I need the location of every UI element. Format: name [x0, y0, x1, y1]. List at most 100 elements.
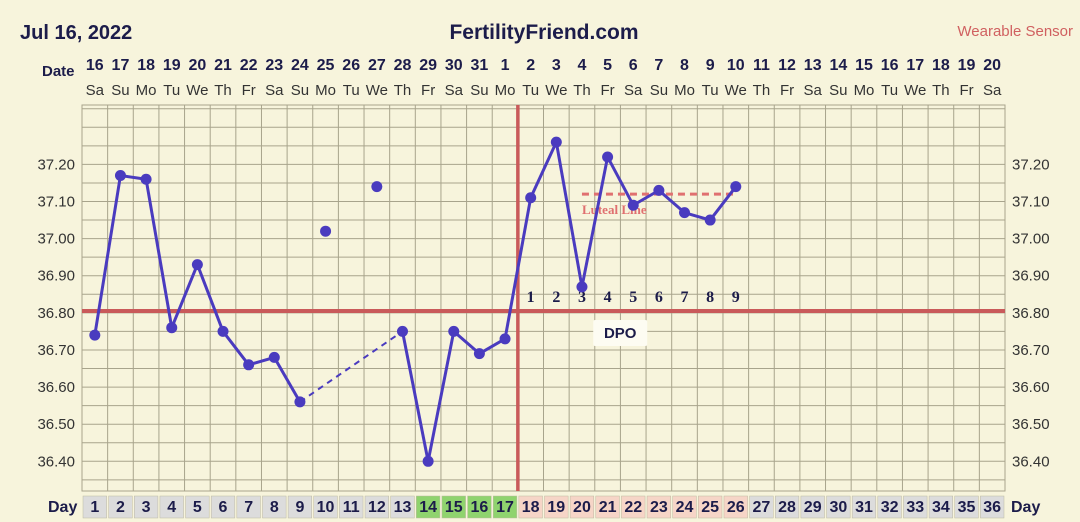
day-cell	[210, 495, 236, 519]
day-number: 34	[932, 499, 950, 516]
y-tick-right: 36.70	[1012, 342, 1050, 359]
dpo-number: 3	[578, 289, 586, 306]
temp-line-segment	[606, 156, 635, 206]
day-cell	[134, 495, 159, 519]
day-number: 11	[343, 499, 360, 516]
day-number: 3	[142, 499, 151, 516]
day-cell	[390, 495, 415, 519]
day-cell	[185, 495, 210, 519]
day-row-label-right: Day	[1011, 499, 1040, 516]
weekday-label: Tu	[881, 82, 898, 99]
temp-line-segment	[708, 185, 737, 221]
day-number: 35	[958, 499, 976, 516]
temp-line-segment	[452, 330, 481, 355]
temp-line-segment	[272, 356, 302, 403]
temp-point	[217, 325, 229, 337]
date-label: 8	[680, 57, 689, 74]
temp-point	[627, 199, 639, 211]
weekday-label: Tu	[522, 82, 539, 99]
date-label: 4	[578, 57, 587, 74]
day-number: 23	[650, 499, 668, 516]
y-tick-left: 37.00	[37, 231, 75, 248]
temp-point	[550, 136, 562, 148]
day-number: 32	[881, 499, 899, 516]
date-label: 25	[317, 57, 335, 74]
weekday-label: Fr	[959, 82, 973, 99]
dpo-number: 5	[629, 289, 637, 306]
date-label: 10	[727, 57, 745, 74]
weekday-label: Mo	[674, 82, 695, 99]
date-label: 5	[603, 57, 612, 74]
temp-point	[448, 325, 460, 337]
temp-line-segment	[170, 264, 199, 329]
day-cell	[723, 495, 748, 519]
dpo-number: 9	[732, 289, 740, 306]
y-tick-right: 37.10	[1012, 194, 1050, 211]
weekday-label: Fr	[601, 82, 615, 99]
temp-point	[166, 322, 178, 334]
date-label: 18	[137, 57, 155, 74]
weekday-label: Su	[650, 82, 668, 99]
day-cell	[646, 495, 671, 519]
day-cell	[108, 495, 133, 519]
dpo-number: 8	[706, 289, 714, 306]
weekday-label: Su	[111, 82, 129, 99]
temp-line-segment	[299, 330, 404, 403]
y-tick-left: 36.90	[37, 268, 75, 285]
dpo-label-bg	[593, 319, 648, 346]
day-number: 10	[317, 499, 335, 516]
day-number: 12	[368, 499, 386, 516]
day-cell	[800, 495, 825, 519]
temp-point	[704, 214, 716, 226]
weekday-label: Su	[829, 82, 847, 99]
day-number: 5	[193, 499, 202, 516]
temp-line-segment	[144, 178, 174, 328]
weekday-label: Mo	[854, 82, 875, 99]
date-label: 11	[753, 57, 770, 74]
temp-point	[114, 170, 126, 182]
date-label: 3	[552, 57, 561, 74]
weekday-label: Sa	[983, 82, 1002, 99]
weekday-label: Tu	[343, 82, 360, 99]
date-label: 19	[163, 57, 181, 74]
dpo-number: 1	[527, 289, 535, 306]
y-tick-right: 36.80	[1012, 305, 1050, 322]
dpo-label: DPO	[604, 325, 637, 342]
day-number: 25	[701, 499, 719, 516]
temp-point	[191, 259, 203, 271]
dpo-number: 4	[604, 289, 612, 306]
date-label: 19	[958, 57, 976, 74]
day-number: 7	[244, 499, 253, 516]
day-number: 30	[829, 499, 847, 516]
date-label: 20	[983, 57, 1001, 74]
sensor-label: Wearable Sensor	[957, 23, 1073, 40]
weekday-label: Th	[394, 82, 412, 99]
temp-line-segment	[221, 330, 250, 366]
day-number: 2	[116, 499, 125, 516]
date-label: 28	[394, 57, 412, 74]
day-cell	[313, 495, 338, 519]
day-cell	[159, 495, 184, 519]
weekday-label: Mo	[315, 82, 336, 99]
temp-point	[730, 181, 742, 193]
day-cell	[236, 495, 261, 519]
day-cell	[262, 495, 287, 519]
date-label: 21	[214, 57, 232, 74]
y-tick-left: 36.40	[37, 453, 75, 470]
date-label: 1	[501, 57, 510, 74]
weekday-label: Fr	[242, 82, 256, 99]
temp-point-discarded	[320, 225, 332, 237]
temp-line-segment	[554, 141, 584, 288]
day-number: 18	[522, 499, 540, 516]
temp-point	[653, 184, 665, 196]
temp-line-segment	[580, 156, 610, 288]
temp-point-discarded	[371, 181, 383, 193]
weekday-label: Tu	[702, 82, 719, 99]
temp-line-segment	[657, 189, 686, 214]
y-tick-left: 36.50	[37, 416, 75, 433]
day-cell	[595, 495, 620, 519]
dpo-number: 2	[552, 289, 560, 306]
weekday-label: Su	[291, 82, 309, 99]
date-label: 15	[855, 57, 873, 74]
